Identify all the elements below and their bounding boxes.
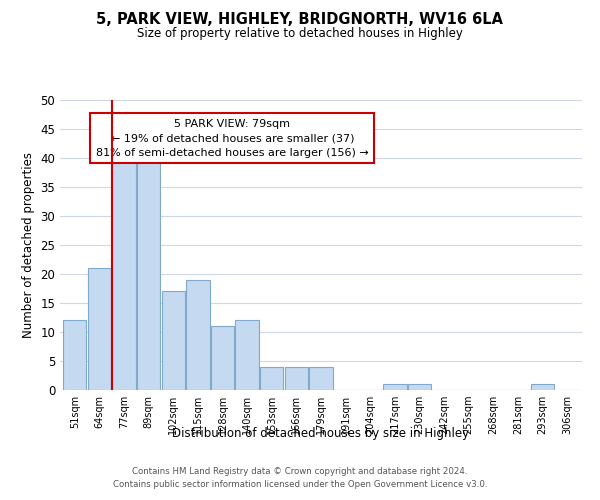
Bar [211,326,234,390]
Bar [112,158,136,390]
Bar [137,146,160,390]
Bar [408,384,431,390]
Bar [235,320,259,390]
Bar [161,292,185,390]
Text: Distribution of detached houses by size in Highley: Distribution of detached houses by size … [172,428,470,440]
Bar [260,367,283,390]
Text: 5 PARK VIEW: 79sqm
← 19% of detached houses are smaller (37)
81% of semi-detache: 5 PARK VIEW: 79sqm ← 19% of detached hou… [96,119,368,158]
Bar [63,320,86,390]
Y-axis label: Number of detached properties: Number of detached properties [22,152,35,338]
Bar [531,384,554,390]
Bar [383,384,407,390]
Bar [88,268,111,390]
Text: 5, PARK VIEW, HIGHLEY, BRIDGNORTH, WV16 6LA: 5, PARK VIEW, HIGHLEY, BRIDGNORTH, WV16 … [97,12,503,28]
Bar [186,280,209,390]
Bar [284,367,308,390]
Text: Size of property relative to detached houses in Highley: Size of property relative to detached ho… [137,28,463,40]
Bar [310,367,332,390]
Text: Contains public sector information licensed under the Open Government Licence v3: Contains public sector information licen… [113,480,487,489]
Text: Contains HM Land Registry data © Crown copyright and database right 2024.: Contains HM Land Registry data © Crown c… [132,468,468,476]
